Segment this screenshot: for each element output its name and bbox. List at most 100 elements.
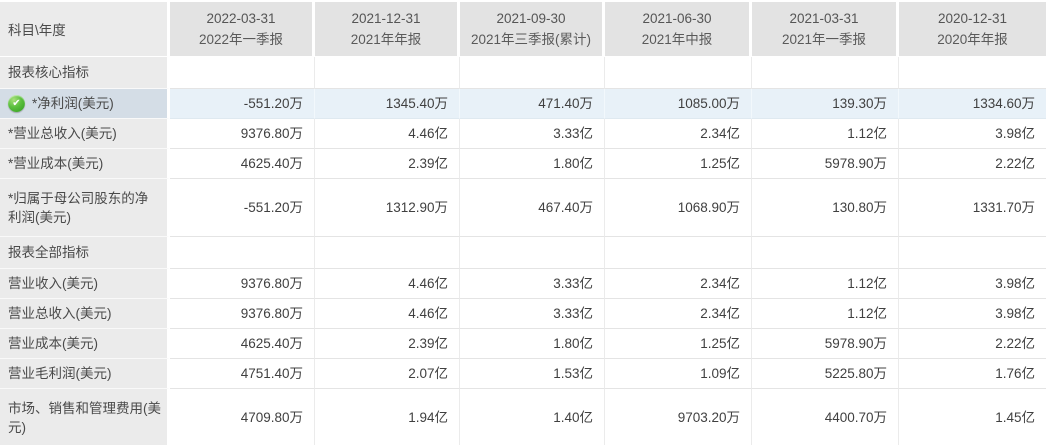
row-label-cell[interactable]: 营业总收入(美元) [0, 299, 170, 329]
value-cell: 1085.00万 [605, 89, 752, 119]
column-date: 2022-03-31 [206, 11, 276, 26]
value-cell: 1.45亿 [899, 389, 1046, 445]
column-header-2021-interim: 2021-06-30 2021年中报 [605, 0, 752, 57]
table-row: 营业总收入(美元) 9376.80万 4.46亿 3.33亿 2.34亿 1.12亿 3.9… [0, 299, 1046, 329]
column-period: 2021年年报 [350, 32, 422, 47]
row-label-cell[interactable]: 市场、销售和管理费用(美元) [0, 389, 170, 445]
value-cell: 1312.90万 [315, 179, 460, 237]
table-row: 市场、销售和管理费用(美元) 4709.80万 1.94亿 1.40亿 9703.20万… [0, 389, 1046, 445]
table-row: 营业成本(美元) 4625.40万 2.39亿 1.80亿 1.25亿 5978.90万 2… [0, 329, 1046, 359]
value-cell: 139.30万 [752, 89, 899, 119]
value-cell: 5978.90万 [752, 149, 899, 179]
value-cell: 5225.80万 [752, 359, 899, 389]
row-label: *净利润(美元) [32, 96, 114, 111]
column-header-2022-q1: 2022-03-31 2022年一季报 [170, 0, 315, 57]
row-label: 营业成本(美元) [8, 336, 98, 351]
column-header-2021-q3: 2021-09-30 2021年三季报(累计) [460, 0, 605, 57]
value-cell: 2.39亿 [315, 149, 460, 179]
value-cell: 4400.70万 [752, 389, 899, 445]
value-cell: 1.12亿 [752, 299, 899, 329]
value-cell: 9376.80万 [170, 119, 315, 149]
row-label: 营业收入(美元) [8, 276, 98, 291]
value-cell: 1345.40万 [315, 89, 460, 119]
row-label-cell[interactable]: *营业总收入(美元) [0, 119, 170, 149]
table-row: *归属于母公司股东的净利润(美元) -551.20万 1312.90万 467.40万… [0, 179, 1046, 237]
corner-label: 科目\年度 [8, 23, 66, 38]
value-cell: 1.09亿 [605, 359, 752, 389]
value-cell: 1.12亿 [752, 269, 899, 299]
value-cell: 1.25亿 [605, 149, 752, 179]
value-cell: 1.76亿 [899, 359, 1046, 389]
column-period: 2021年三季报(累计) [470, 32, 592, 47]
section-row: 报表核心指标 [0, 57, 1046, 89]
value-cell: 4625.40万 [170, 329, 315, 359]
section-row: 报表全部指标 [0, 237, 1046, 269]
column-header-2021-annual: 2021-12-31 2021年年报 [315, 0, 460, 57]
value-cell: 1.53亿 [460, 359, 605, 389]
value-cell [315, 237, 460, 269]
row-label-cell[interactable]: ✔ *净利润(美元) [0, 89, 170, 119]
column-header-2020-annual: 2020-12-31 2020年年报 [899, 0, 1046, 57]
column-period: 2022年一季报 [198, 32, 284, 47]
value-cell [899, 237, 1046, 269]
value-cell: 4751.40万 [170, 359, 315, 389]
value-cell: 2.22亿 [899, 149, 1046, 179]
check-icon[interactable]: ✔ [8, 94, 25, 112]
value-cell: 2.07亿 [315, 359, 460, 389]
column-period: 2021年中报 [641, 32, 713, 47]
value-cell [170, 57, 315, 89]
column-date: 2021-12-31 [351, 11, 421, 26]
value-cell [315, 57, 460, 89]
value-cell: 3.98亿 [899, 299, 1046, 329]
value-cell: 1334.60万 [899, 89, 1046, 119]
row-label-cell[interactable]: *营业成本(美元) [0, 149, 170, 179]
row-label: 市场、销售和管理费用(美元) [8, 400, 161, 435]
value-cell [752, 57, 899, 89]
value-cell: -551.20万 [170, 179, 315, 237]
row-label: 营业总收入(美元) [8, 306, 112, 321]
section-label-cell[interactable]: 报表核心指标 [0, 57, 170, 89]
value-cell: 1.25亿 [605, 329, 752, 359]
value-cell [752, 237, 899, 269]
column-header-2021-q1: 2021-03-31 2021年一季报 [752, 0, 899, 57]
value-cell: 1.94亿 [315, 389, 460, 445]
value-cell: 1331.70万 [899, 179, 1046, 237]
corner-header-cell: 科目\年度 [0, 0, 170, 57]
value-cell: 3.33亿 [460, 269, 605, 299]
column-date: 2021-09-30 [496, 11, 566, 26]
section-label-cell[interactable]: 报表全部指标 [0, 237, 170, 269]
table-row: 营业毛利润(美元) 4751.40万 2.07亿 1.53亿 1.09亿 5225.80万… [0, 359, 1046, 389]
value-cell: 9376.80万 [170, 269, 315, 299]
column-date: 2020-12-31 [937, 11, 1008, 26]
value-cell: 4709.80万 [170, 389, 315, 445]
row-label: *营业成本(美元) [8, 156, 104, 171]
value-cell: 1068.90万 [605, 179, 752, 237]
value-cell: 1.12亿 [752, 119, 899, 149]
table-row: *营业总收入(美元) 9376.80万 4.46亿 3.33亿 2.34亿 1.12亿 3.… [0, 119, 1046, 149]
value-cell: 5978.90万 [752, 329, 899, 359]
value-cell [605, 57, 752, 89]
table-row: 营业收入(美元) 9376.80万 4.46亿 3.33亿 2.34亿 1.12亿 3.98… [0, 269, 1046, 299]
value-cell [460, 57, 605, 89]
value-cell: 2.39亿 [315, 329, 460, 359]
value-cell: 4625.40万 [170, 149, 315, 179]
row-label-cell[interactable]: 营业成本(美元) [0, 329, 170, 359]
row-label-cell[interactable]: 营业毛利润(美元) [0, 359, 170, 389]
value-cell: 1.80亿 [460, 149, 605, 179]
value-cell: 3.33亿 [460, 119, 605, 149]
column-period: 2020年年报 [937, 32, 1008, 47]
table-row: ✔ *净利润(美元) -551.20万 1345.40万 471.40万 1085.00万… [0, 89, 1046, 119]
value-cell: 4.46亿 [315, 299, 460, 329]
row-label: 报表全部指标 [8, 245, 89, 260]
value-cell: 3.98亿 [899, 269, 1046, 299]
value-cell [170, 237, 315, 269]
value-cell: 2.22亿 [899, 329, 1046, 359]
value-cell: 4.46亿 [315, 119, 460, 149]
row-label: *营业总收入(美元) [8, 126, 117, 141]
row-label-cell[interactable]: *归属于母公司股东的净利润(美元) [0, 179, 170, 237]
row-label-cell[interactable]: 营业收入(美元) [0, 269, 170, 299]
value-cell: -551.20万 [170, 89, 315, 119]
row-label: 营业毛利润(美元) [8, 366, 112, 381]
